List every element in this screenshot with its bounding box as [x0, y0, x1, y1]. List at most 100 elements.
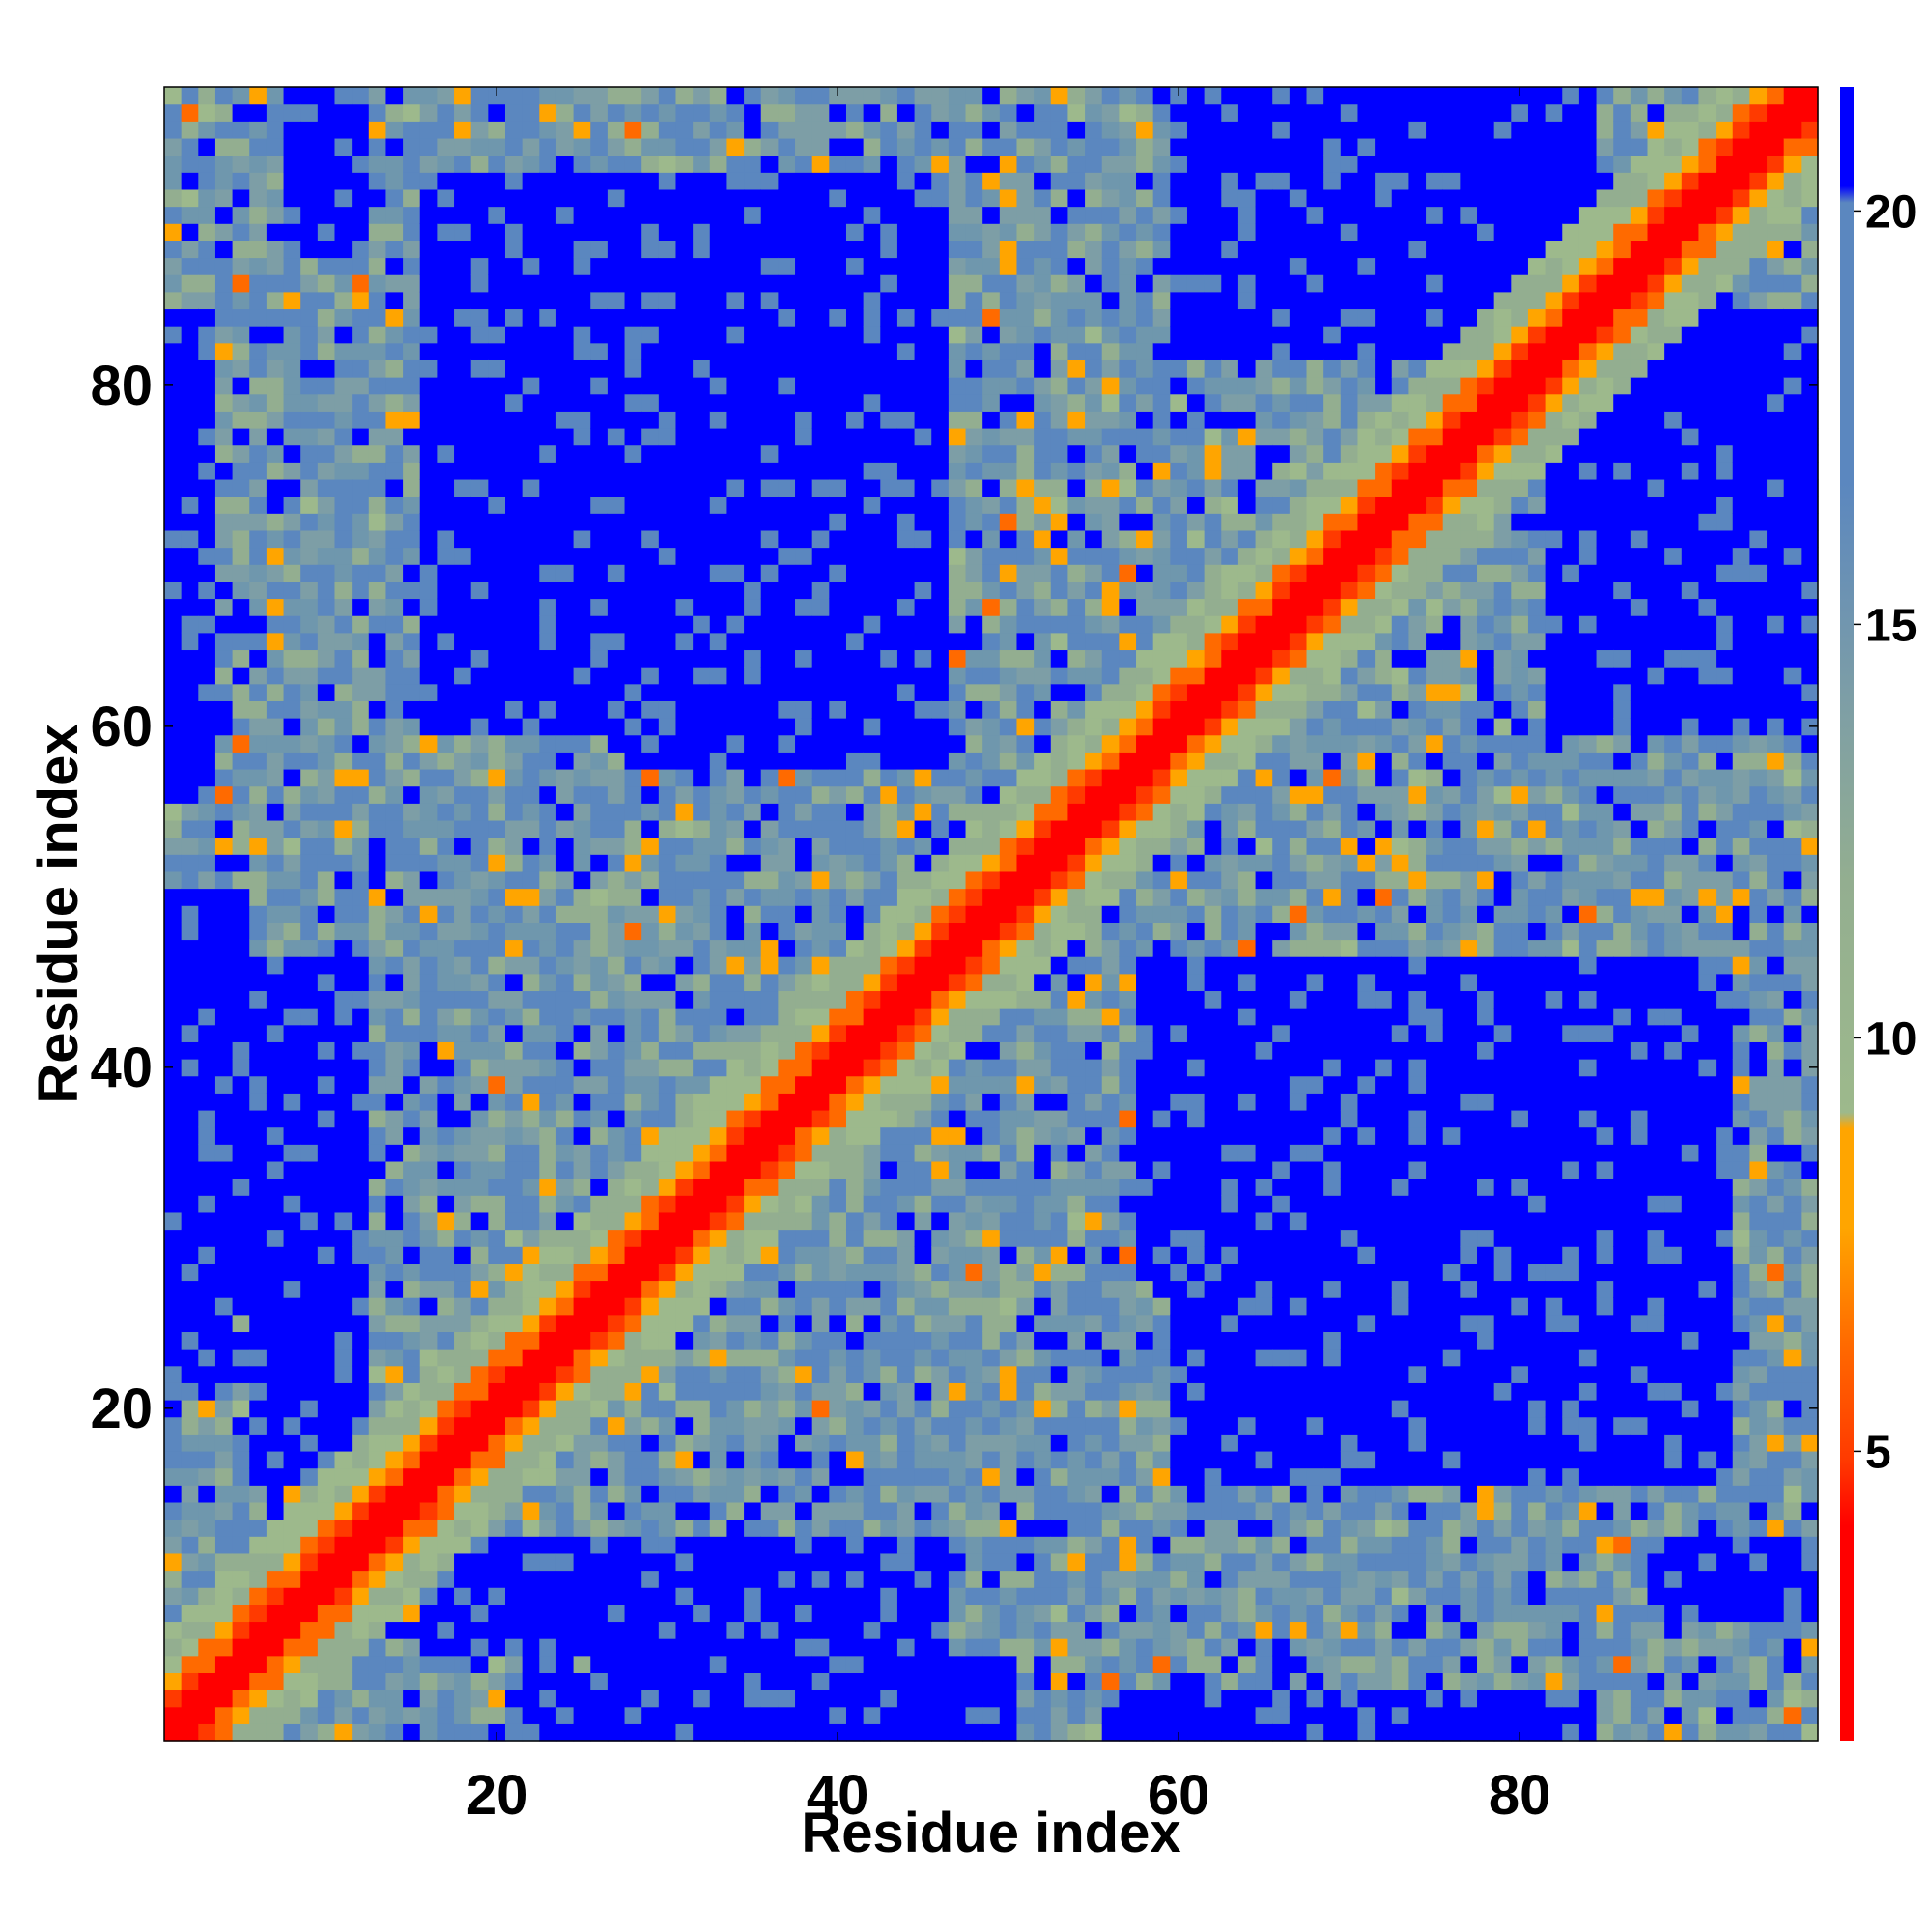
heatmap-cell	[675, 922, 694, 941]
heatmap-cell	[965, 1536, 983, 1554]
heatmap-cell	[522, 1450, 540, 1469]
heatmap-cell	[896, 581, 916, 600]
heatmap-cell	[488, 888, 506, 906]
heatmap-cell	[948, 956, 967, 975]
heatmap-cell	[795, 819, 813, 838]
heatmap-cell	[863, 1655, 881, 1673]
heatmap-cell	[249, 1434, 268, 1452]
heatmap-cell	[555, 1109, 575, 1128]
heatmap-cell	[607, 291, 626, 310]
heatmap-cell	[624, 529, 642, 549]
heatmap-cell	[931, 581, 950, 600]
heatmap-cell	[675, 1008, 694, 1026]
heatmap-cell	[266, 956, 285, 975]
heatmap-cell	[470, 1349, 489, 1367]
heatmap-cell	[760, 188, 779, 208]
heatmap-cell	[845, 785, 865, 804]
heatmap-cell	[863, 1314, 881, 1333]
heatmap-cell	[419, 1297, 438, 1316]
heatmap-cell	[709, 1450, 728, 1469]
heatmap-cell	[744, 1552, 762, 1572]
heatmap-cell	[778, 87, 796, 105]
heatmap-cell	[266, 1178, 285, 1196]
heatmap-cell	[488, 427, 506, 446]
heatmap-cell	[164, 462, 183, 480]
heatmap-cell	[948, 291, 967, 310]
heatmap-cell	[488, 155, 506, 173]
heatmap-cell	[555, 1400, 575, 1418]
heatmap-cell	[982, 939, 1001, 957]
heatmap-cell	[539, 1536, 557, 1554]
heatmap-cell	[470, 1041, 489, 1060]
heatmap-cell	[317, 1263, 336, 1282]
heatmap-cell	[300, 478, 319, 497]
heatmap-cell	[726, 1297, 745, 1316]
heatmap-cell	[317, 103, 336, 122]
heatmap-cell	[249, 888, 268, 906]
heatmap-cell	[675, 1331, 694, 1350]
heatmap-cell	[693, 87, 711, 105]
heatmap-cell	[214, 1229, 234, 1247]
heatmap-cell	[999, 837, 1018, 855]
heatmap-cell	[334, 1621, 353, 1639]
heatmap-cell	[522, 564, 540, 582]
heatmap-cell	[488, 1638, 506, 1657]
heatmap-cell	[795, 1059, 813, 1077]
heatmap-cell	[658, 1501, 677, 1520]
heatmap-cell	[317, 922, 336, 941]
heatmap-cell	[454, 1280, 472, 1298]
heatmap-cell	[470, 905, 489, 923]
heatmap-cell	[573, 1229, 591, 1247]
heatmap-cell	[709, 1280, 728, 1298]
heatmap-cell	[164, 598, 183, 616]
heatmap-cell	[760, 667, 779, 685]
heatmap-cell	[948, 752, 967, 770]
heatmap-cell	[368, 1587, 387, 1605]
heatmap-cell	[760, 1178, 779, 1196]
heatmap-cell	[811, 359, 830, 378]
heatmap-cell	[590, 1093, 609, 1111]
heatmap-cell	[658, 257, 677, 275]
heatmap-cell	[368, 1638, 387, 1657]
heatmap-cell	[368, 87, 387, 105]
heatmap-cell	[607, 973, 626, 992]
heatmap-cell	[896, 803, 916, 821]
heatmap-cell	[419, 632, 438, 651]
heatmap-cell	[385, 1501, 404, 1520]
heatmap-cell	[863, 1706, 881, 1724]
heatmap-cell	[352, 1365, 370, 1383]
heatmap-cell	[709, 854, 728, 872]
heatmap-cell	[283, 973, 301, 992]
heatmap-cell	[504, 922, 524, 941]
heatmap-cell	[300, 956, 319, 975]
heatmap-cell	[522, 188, 540, 208]
heatmap-cell	[931, 393, 950, 412]
heatmap-cell	[880, 393, 898, 412]
heatmap-cell	[232, 615, 250, 634]
heatmap-cell	[300, 1400, 319, 1418]
heatmap-cell	[965, 615, 983, 634]
heatmap-cell	[1016, 1093, 1035, 1111]
heatmap-cell	[709, 257, 728, 275]
heatmap-cell	[675, 1195, 694, 1213]
heatmap-cell	[965, 956, 983, 975]
heatmap-cell	[522, 803, 540, 821]
heatmap-cell	[1034, 922, 1052, 941]
heatmap-cell	[1016, 1024, 1035, 1042]
heatmap-cell	[778, 1706, 796, 1724]
heatmap-cell	[624, 837, 642, 855]
heatmap-cell	[726, 393, 745, 412]
heatmap-cell	[539, 137, 557, 156]
heatmap-cell	[931, 172, 950, 190]
heatmap-cell	[880, 155, 898, 173]
heatmap-cell	[675, 1211, 694, 1231]
heatmap-cell	[266, 547, 285, 565]
heatmap-cell	[437, 155, 455, 173]
heatmap-cell	[795, 1365, 813, 1383]
heatmap-cell	[641, 547, 660, 565]
heatmap-cell	[999, 683, 1018, 701]
heatmap-cell	[863, 854, 881, 872]
heatmap-cell	[607, 342, 626, 360]
heatmap-cell	[1034, 1434, 1052, 1452]
heatmap-cell	[504, 1246, 524, 1264]
